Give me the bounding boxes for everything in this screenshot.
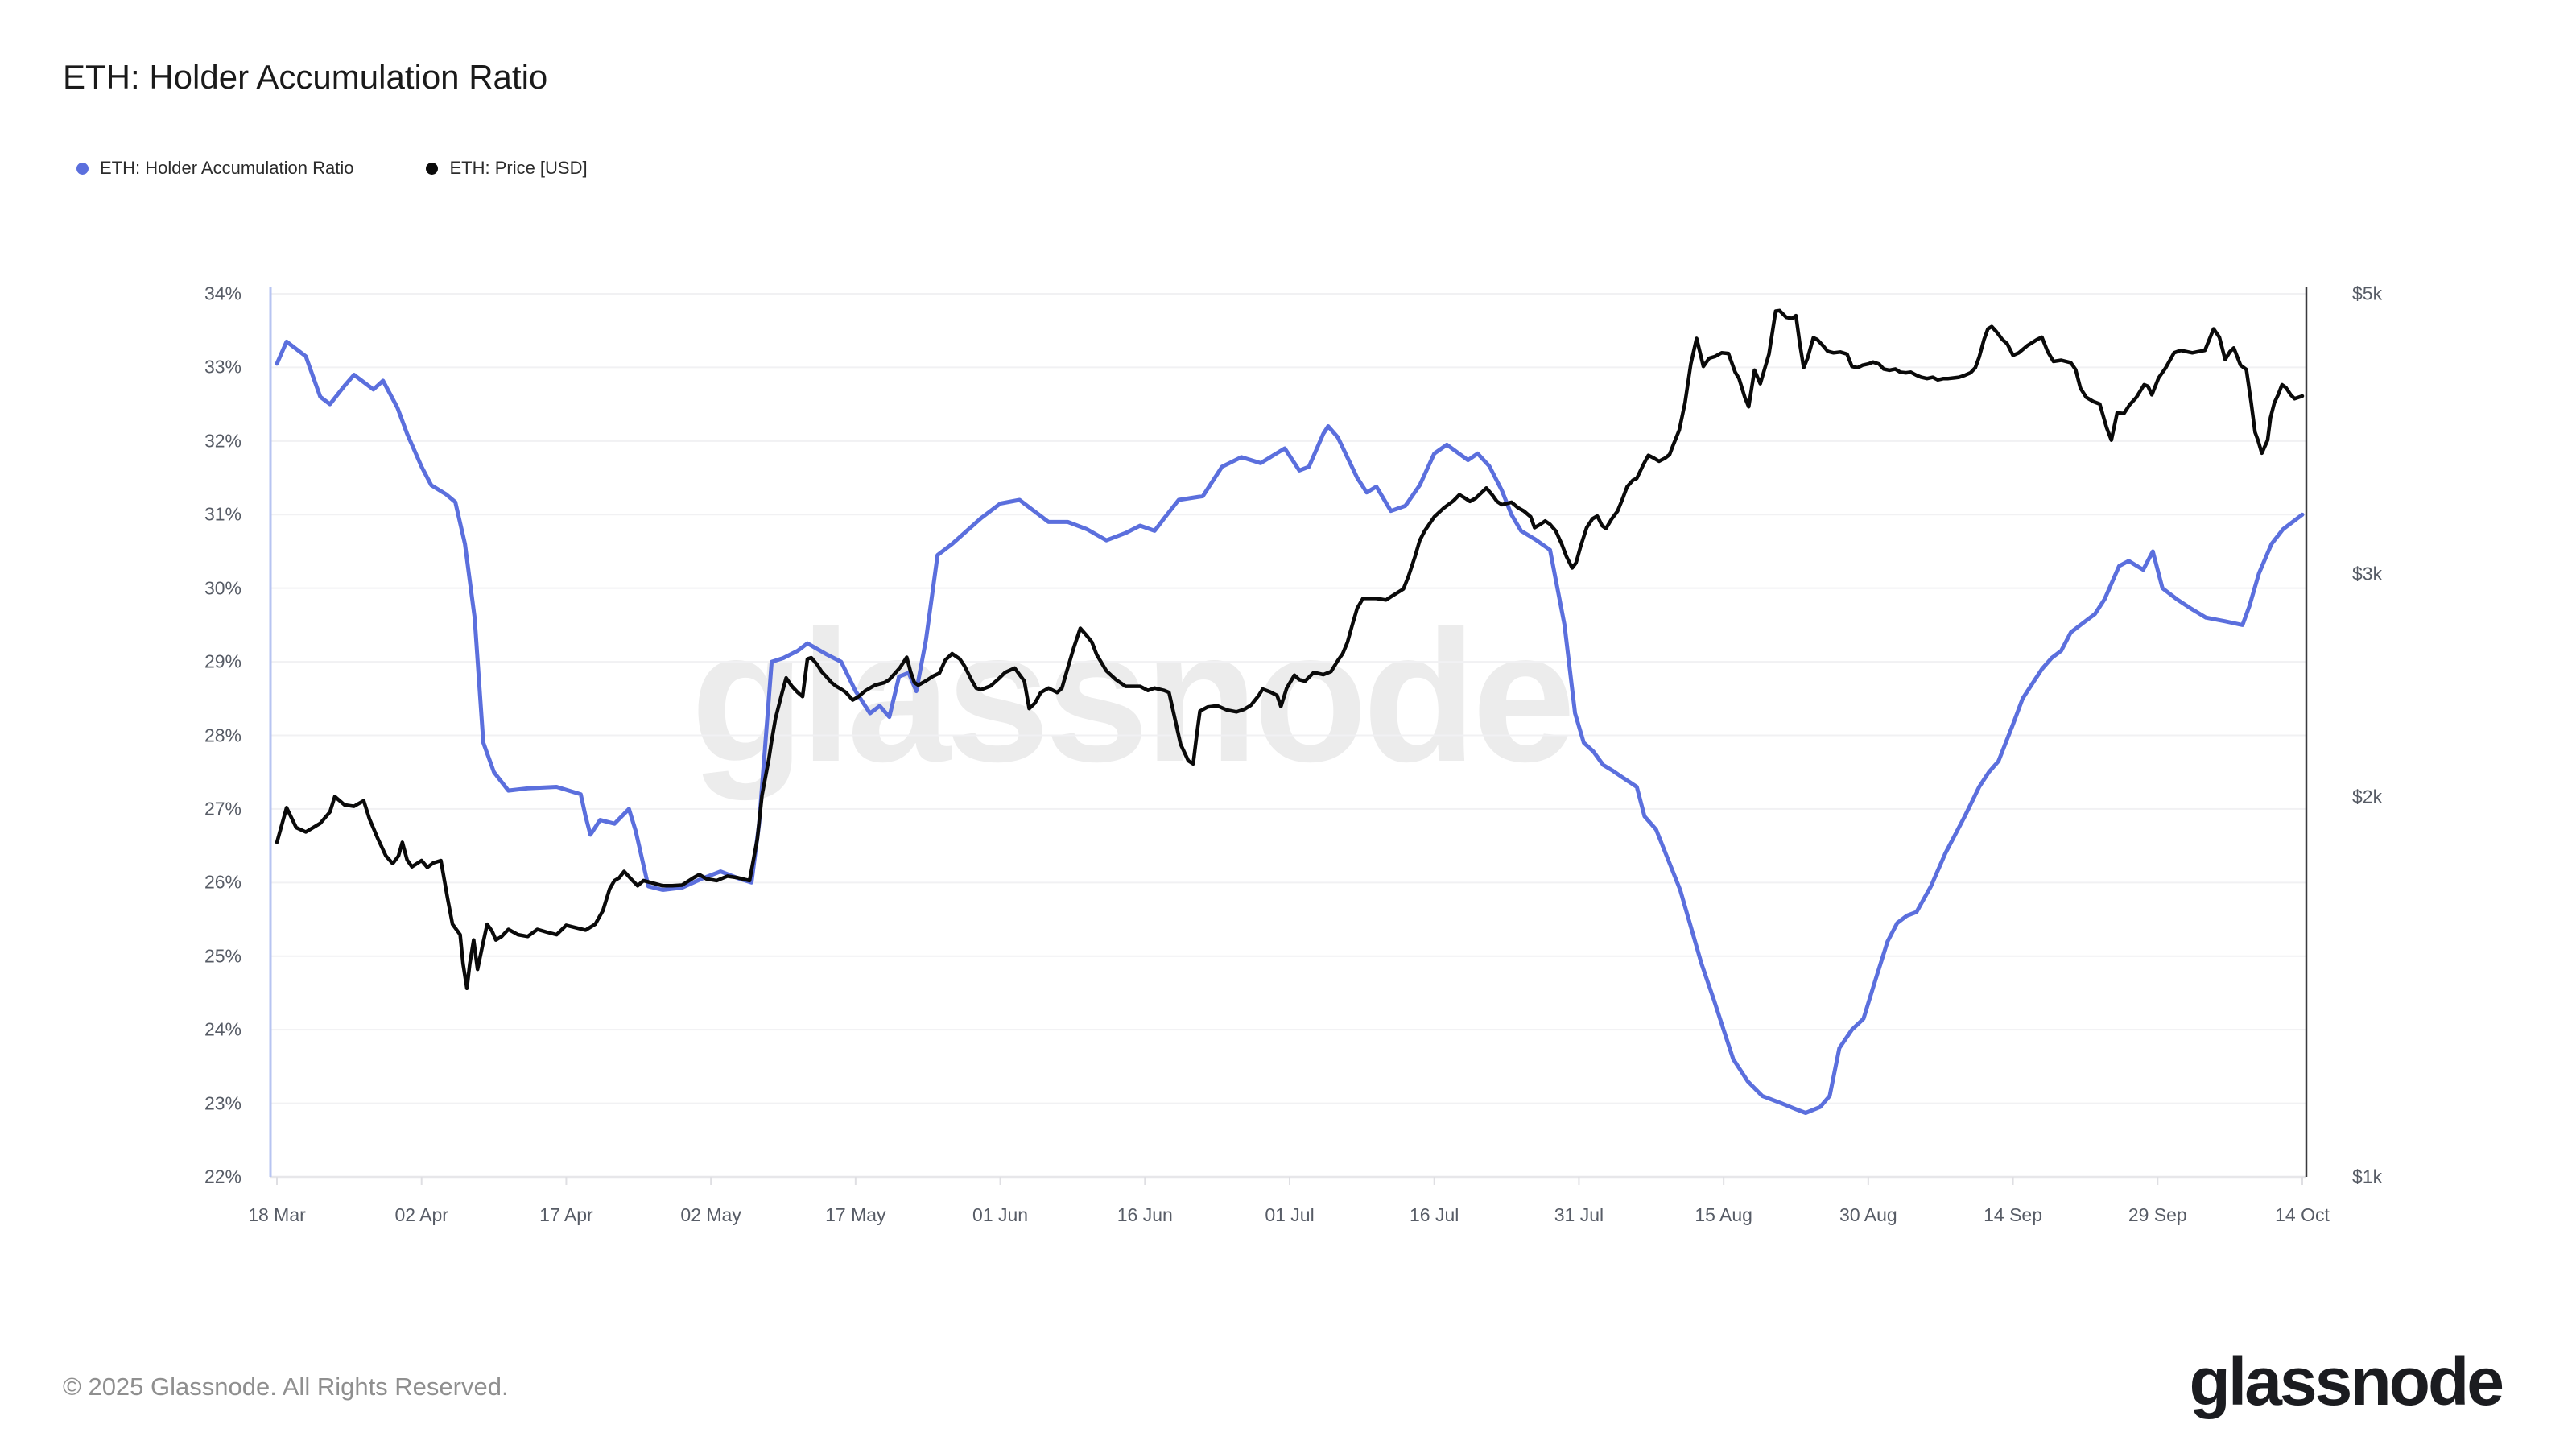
y-axis-left-tick-label: 29%	[204, 650, 242, 672]
x-axis-tick-label: 17 Apr	[539, 1204, 593, 1225]
glassnode-watermark: glassnode	[691, 592, 1575, 801]
y-axis-left-tick-label: 32%	[204, 430, 242, 452]
y-axis-left-tick-label: 22%	[204, 1166, 242, 1187]
x-axis-tick-label: 17 May	[825, 1204, 886, 1225]
x-axis-tick-label: 15 Aug	[1695, 1204, 1752, 1225]
y-axis-left-tick-label: 28%	[204, 724, 242, 745]
y-axis-left-tick-label: 25%	[204, 945, 242, 967]
legend-item-price[interactable]: ETH: Price [USD]	[426, 158, 588, 179]
y-axis-left-tick-label: 27%	[204, 798, 242, 819]
footer-copyright: © 2025 Glassnode. All Rights Reserved.	[63, 1373, 509, 1401]
legend-dot-ratio-icon	[76, 162, 89, 175]
x-axis-tick-label: 14 Oct	[2275, 1204, 2330, 1225]
y-axis-left-tick-label: 24%	[204, 1018, 242, 1040]
legend-item-ratio[interactable]: ETH: Holder Accumulation Ratio	[76, 158, 353, 179]
y-axis-right-tick-label: $2k	[2352, 786, 2383, 807]
y-axis-left-tick-label: 34%	[204, 283, 242, 304]
x-axis-tick-label: 01 Jun	[972, 1204, 1029, 1225]
x-axis-tick-label: 16 Jun	[1117, 1204, 1173, 1225]
y-axis-left-tick-label: 33%	[204, 356, 242, 378]
y-axis-left-tick-label: 30%	[204, 577, 242, 599]
y-axis-left-tick-label: 26%	[204, 871, 242, 893]
legend-label-price: ETH: Price [USD]	[449, 158, 588, 178]
x-axis-tick-label: 31 Jul	[1554, 1204, 1604, 1225]
x-axis-tick-label: 02 May	[680, 1204, 741, 1225]
legend: ETH: Holder Accumulation Ratio ETH: Pric…	[76, 158, 588, 179]
y-axis-right-tick-label: $1k	[2352, 1166, 2383, 1187]
x-axis-tick-label: 30 Aug	[1839, 1204, 1897, 1225]
legend-dot-price-icon	[426, 162, 439, 175]
legend-label-ratio: ETH: Holder Accumulation Ratio	[100, 158, 354, 178]
x-axis-tick-label: 02 Apr	[394, 1204, 448, 1225]
page-title: ETH: Holder Accumulation Ratio	[63, 58, 548, 96]
x-axis-tick-label: 01 Jul	[1265, 1204, 1315, 1225]
x-axis-tick-label: 18 Mar	[248, 1204, 306, 1225]
x-axis-tick-label: 29 Sep	[2128, 1204, 2187, 1225]
x-axis-tick-label: 16 Jul	[1410, 1204, 1459, 1225]
y-axis-left-tick-label: 23%	[204, 1092, 242, 1114]
y-axis-right-tick-label: $5k	[2352, 283, 2383, 304]
y-axis-left-tick-label: 31%	[204, 503, 242, 525]
glassnode-logo: glassnode	[2189, 1344, 2504, 1419]
y-axis-right-tick-label: $3k	[2352, 563, 2383, 584]
x-axis-tick-label: 14 Sep	[1984, 1204, 2043, 1225]
